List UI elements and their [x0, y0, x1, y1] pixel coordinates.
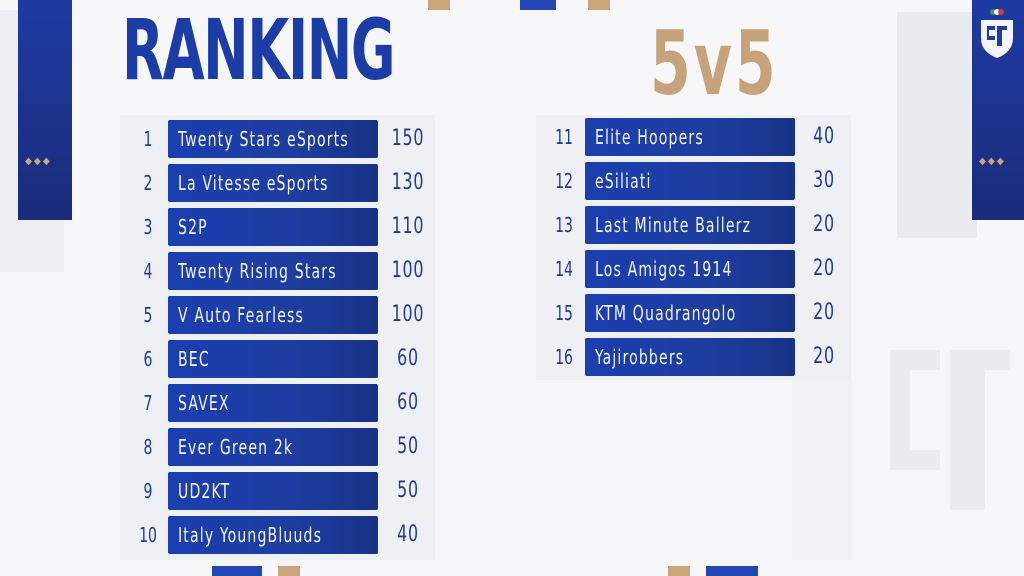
top-gold-block-2: [588, 0, 610, 10]
team-name: Last Minute Ballerz: [595, 213, 752, 237]
team-points: 130: [391, 170, 425, 195]
team-name-bar: Elite Hoopers: [585, 118, 795, 156]
team-points: 20: [813, 256, 835, 281]
table-row: 7 SAVEX 60: [128, 384, 448, 422]
table-row: 16 Yajirobbers 20: [544, 338, 864, 376]
team-name: S2P: [178, 215, 208, 239]
team-name: BEC: [178, 347, 210, 371]
team-points: 40: [813, 124, 835, 149]
table-row: 12 eSiliati 30: [544, 162, 864, 200]
bg-panel-right-column: [792, 380, 852, 560]
team-points: 60: [397, 390, 419, 415]
table-row: 15 KTM Quadrangolo 20: [544, 294, 864, 332]
watermark-logo-icon: [890, 350, 1010, 510]
team-name-bar: La Vitesse eSports: [168, 164, 378, 202]
table-row: 14 Los Amigos 1914 20: [544, 250, 864, 288]
top-blue-block: [520, 0, 556, 10]
top-gold-block: [428, 0, 450, 10]
table-row: 9 UD2KT 50: [128, 472, 448, 510]
rank-number: 7: [143, 391, 153, 415]
left-accent-bar: [18, 0, 72, 220]
rank-number: 13: [555, 213, 573, 237]
rank-number: 2: [143, 171, 153, 195]
team-points: 20: [813, 212, 835, 237]
table-row: 8 Ever Green 2k 50: [128, 428, 448, 466]
team-name-bar: Twenty Stars eSports: [168, 120, 378, 158]
rank-number: 12: [555, 169, 573, 193]
team-name: eSiliati: [595, 169, 652, 193]
team-name: Elite Hoopers: [595, 125, 704, 149]
bg-panel-right: [897, 12, 977, 238]
rank-number: 14: [555, 257, 573, 281]
team-name: V Auto Fearless: [178, 303, 305, 327]
rank-number: 9: [143, 479, 153, 503]
team-name-bar: KTM Quadrangolo: [585, 294, 795, 332]
table-row: 5 V Auto Fearless 100: [128, 296, 448, 334]
diamond-icon: ◆◆◆: [25, 156, 52, 167]
team-points: 60: [397, 346, 419, 371]
table-row: 2 La Vitesse eSports 130: [128, 164, 448, 202]
bottom-blue-block-2: [706, 566, 758, 576]
table-row: 13 Last Minute Ballerz 20: [544, 206, 864, 244]
bottom-blue-block: [212, 566, 262, 576]
team-name-bar: Ever Green 2k: [168, 428, 378, 466]
team-points: 20: [813, 300, 835, 325]
team-name-bar: eSiliati: [585, 162, 795, 200]
diamond-icon: ◆◆◆: [979, 156, 1006, 167]
team-name: Yajirobbers: [595, 345, 685, 369]
federation-shield-icon: [981, 9, 1013, 58]
rank-number: 16: [555, 345, 573, 369]
team-name-bar: V Auto Fearless: [168, 296, 378, 334]
team-points: 100: [391, 258, 425, 283]
team-points: 100: [391, 302, 425, 327]
team-name-bar: SAVEX: [168, 384, 378, 422]
bg-panel-right-table: [536, 115, 851, 380]
team-name-bar: Twenty Rising Stars: [168, 252, 378, 290]
rank-number: 11: [555, 125, 573, 149]
rank-number: 5: [143, 303, 153, 327]
rank-number: 15: [555, 301, 573, 325]
team-points: 150: [391, 126, 425, 151]
rank-number: 10: [139, 523, 157, 547]
team-name-bar: Italy YoungBluuds: [168, 516, 378, 554]
team-name-bar: UD2KT: [168, 472, 378, 510]
team-points: 40: [397, 522, 419, 547]
rank-number: 1: [143, 127, 153, 151]
table-row: 6 BEC 60: [128, 340, 448, 378]
page-title: RANKING: [122, 1, 396, 99]
team-points: 110: [391, 214, 425, 239]
team-name-bar: Last Minute Ballerz: [585, 206, 795, 244]
table-row: 1 Twenty Stars eSports 150: [128, 120, 448, 158]
table-row: 11 Elite Hoopers 40: [544, 118, 864, 156]
team-name-bar: Yajirobbers: [585, 338, 795, 376]
rank-number: 3: [143, 215, 153, 239]
team-name: Twenty Stars eSports: [178, 127, 349, 151]
team-name: Twenty Rising Stars: [178, 259, 337, 283]
team-name-bar: S2P: [168, 208, 378, 246]
team-name: Ever Green 2k: [178, 435, 294, 459]
table-row: 3 S2P 110: [128, 208, 448, 246]
team-name: La Vitesse eSports: [178, 171, 329, 195]
team-name-bar: BEC: [168, 340, 378, 378]
table-row: 10 Italy YoungBluuds 40: [128, 516, 448, 554]
team-name: Italy YoungBluuds: [178, 523, 323, 547]
bottom-gold-block: [278, 566, 300, 576]
team-name: KTM Quadrangolo: [595, 301, 737, 325]
team-name-bar: Los Amigos 1914: [585, 250, 795, 288]
team-points: 50: [397, 478, 419, 503]
game-mode-label: 5v5: [650, 12, 779, 115]
team-name: UD2KT: [178, 479, 231, 503]
team-name: SAVEX: [178, 391, 230, 415]
team-points: 30: [813, 168, 835, 193]
rank-number: 8: [143, 435, 153, 459]
rank-number: 4: [143, 259, 153, 283]
team-points: 20: [813, 344, 835, 369]
bottom-gold-block-2: [668, 566, 690, 576]
table-row: 4 Twenty Rising Stars 100: [128, 252, 448, 290]
rank-number: 6: [143, 347, 153, 371]
team-points: 50: [397, 434, 419, 459]
team-name: Los Amigos 1914: [595, 257, 733, 281]
